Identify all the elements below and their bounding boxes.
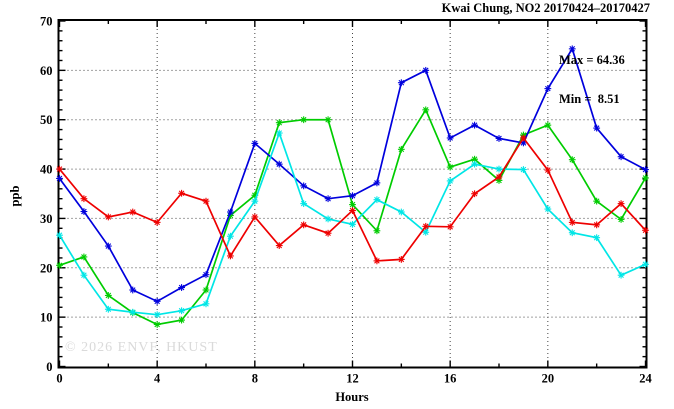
svg-text:40: 40	[40, 163, 53, 177]
svg-text:20: 20	[542, 372, 555, 386]
svg-text:8: 8	[252, 372, 258, 386]
chart-title: Kwai Chung, NO2 20170424–20170427	[441, 1, 650, 15]
series-cyan-markers	[56, 129, 649, 319]
svg-text:10: 10	[40, 311, 53, 325]
svg-text:4: 4	[154, 372, 161, 386]
series-blue	[56, 45, 649, 305]
series-cyan	[56, 129, 649, 319]
min-value-label: Min = 8.51	[559, 92, 620, 106]
svg-text:12: 12	[346, 372, 359, 386]
y-axis-label: ppb	[8, 185, 22, 207]
x-axis-label: Hours	[335, 390, 369, 404]
watermark: © 2026 ENVF, HKUST	[65, 340, 218, 355]
plot-frame	[57, 19, 648, 369]
svg-text:60: 60	[40, 64, 53, 78]
series-red	[56, 134, 649, 265]
svg-text:20: 20	[40, 261, 53, 275]
svg-text:24: 24	[639, 372, 652, 386]
max-min-annotation: Max = 64.36 Min = 8.51	[559, 28, 625, 132]
svg-text:0: 0	[56, 372, 62, 386]
svg-text:30: 30	[40, 212, 53, 226]
y-tick-labels: 0 10 20 30 40 50 60 70	[40, 15, 53, 375]
svg-text:70: 70	[40, 15, 53, 29]
x-tick-labels: 0 4 8 12 16 20 24	[56, 372, 652, 386]
svg-text:0: 0	[46, 360, 52, 374]
svg-text:16: 16	[444, 372, 457, 386]
series-red-markers	[56, 134, 649, 265]
max-value-label: Max = 64.36	[559, 53, 625, 67]
svg-text:50: 50	[40, 113, 53, 127]
